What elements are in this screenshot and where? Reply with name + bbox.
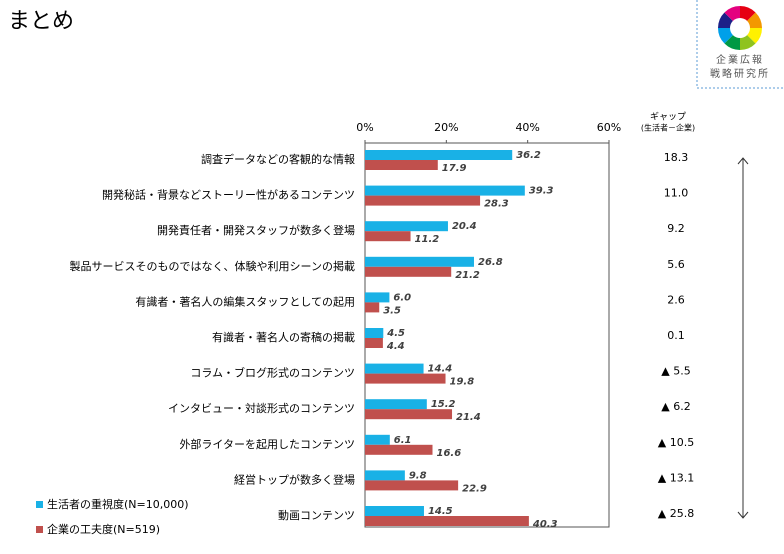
value-label: 21.4 [456, 412, 481, 423]
value-label: 3.5 [383, 305, 401, 316]
legend-label: 企業の工夫度(N=519) [47, 522, 160, 536]
value-label: 17.9 [442, 163, 467, 174]
x-tick-label: 20% [434, 121, 458, 134]
bar [365, 470, 405, 481]
x-tick-label: 40% [515, 121, 539, 134]
value-label: 4.4 [386, 341, 405, 352]
value-label: 9.8 [409, 470, 427, 481]
gap-value: ▲ 5.5 [661, 365, 690, 378]
logo-text: 戦略研究所 [710, 67, 770, 80]
value-label: 15.2 [431, 399, 456, 410]
legend-label: 生活者の重視度(N=10,000) [47, 497, 189, 511]
category-label: コラム・ブログ形式のコンテンツ [190, 366, 355, 380]
category-label: 製品サービスそのものではなく、体験や利用シーンの掲載 [70, 259, 355, 273]
category-label: 開発秘話・背景などストーリー性があるコンテンツ [102, 188, 355, 202]
bar [365, 506, 424, 516]
category-label: インタビュー・対談形式のコンテンツ [168, 401, 355, 415]
bar [365, 480, 459, 491]
bar [365, 292, 390, 303]
gap-value: 18.3 [664, 151, 689, 164]
logo-wheel [718, 6, 762, 50]
bar [365, 231, 411, 242]
gap-value: 11.0 [664, 187, 689, 200]
category-label: 調査データなどの客観的な情報 [201, 152, 355, 166]
value-label: 14.4 [428, 364, 453, 375]
bar [365, 266, 452, 277]
gap-value: ▲ 25.8 [658, 507, 694, 520]
category-label: 外部ライターを起用したコンテンツ [179, 437, 355, 451]
bar [365, 195, 481, 206]
category-label: 経営トップが数多く登場 [234, 472, 355, 486]
bar [365, 256, 474, 267]
legend-swatch [36, 501, 43, 508]
value-label: 40.3 [532, 519, 558, 530]
value-label: 11.2 [415, 234, 440, 245]
category-label: 有識者・著名人の寄稿の掲載 [212, 330, 355, 344]
value-label: 4.5 [386, 328, 405, 339]
bar [365, 160, 438, 170]
bar [365, 185, 525, 196]
bar [365, 363, 424, 374]
value-label: 21.2 [455, 270, 480, 281]
gap-subheader: (生活者－企業) [641, 123, 695, 133]
category-label: 開発責任者・開発スタッフが数多く登場 [157, 223, 355, 237]
slide-title: まとめ [8, 9, 74, 34]
gap-header: ギャップ [650, 112, 686, 123]
gap-arrow [737, 157, 749, 519]
bar [365, 221, 448, 232]
value-label: 6.0 [393, 292, 411, 303]
gap-value: 5.6 [667, 258, 685, 271]
category-label: 動画コンテンツ [278, 508, 355, 522]
value-label: 28.3 [484, 199, 509, 210]
gap-value: ▲ 13.1 [658, 471, 694, 484]
gap-value: ▲ 10.5 [658, 436, 694, 449]
value-label: 36.2 [516, 150, 541, 161]
x-tick-label: 0% [356, 121, 373, 134]
bar [365, 444, 433, 455]
value-label: 6.1 [394, 435, 412, 446]
bar [365, 399, 427, 410]
value-label: 20.4 [452, 221, 477, 232]
bar [365, 338, 383, 348]
gap-value: ▲ 6.2 [661, 400, 690, 413]
x-tick-label: 60% [597, 121, 621, 134]
logo-border [696, 0, 784, 89]
legend-swatch [36, 526, 43, 533]
value-label: 16.6 [437, 448, 462, 459]
bar [365, 434, 390, 445]
value-label: 14.5 [428, 506, 453, 517]
value-label: 39.3 [529, 186, 554, 197]
logo: 企業広報 戦略研究所 [696, 0, 784, 89]
gap-value: 9.2 [667, 222, 685, 235]
bar [365, 328, 384, 338]
value-label: 22.9 [462, 483, 487, 494]
value-label: 26.8 [478, 257, 503, 268]
logo-center [730, 18, 750, 38]
gap-value: 2.6 [667, 293, 685, 306]
gap-value: 0.1 [667, 329, 685, 342]
bar [365, 373, 446, 384]
category-label: 有識者・著名人の編集スタッフとしての起用 [135, 294, 355, 308]
logo-text: 企業広報 [716, 53, 764, 66]
bar [365, 409, 453, 420]
bar [365, 302, 380, 313]
bar [365, 516, 529, 526]
bar [365, 150, 513, 160]
value-label: 19.8 [450, 377, 475, 388]
